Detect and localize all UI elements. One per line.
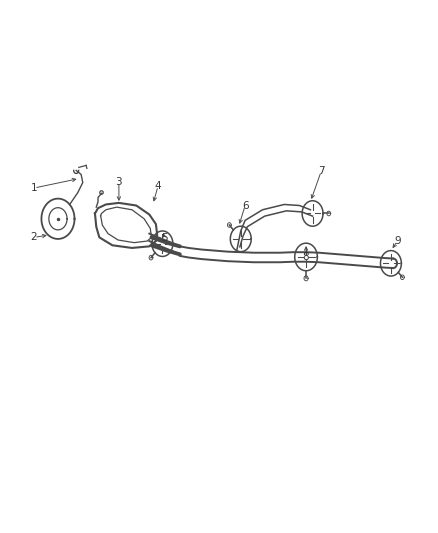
Text: 9: 9: [394, 236, 401, 246]
Text: 7: 7: [318, 166, 325, 176]
Text: 4: 4: [155, 181, 161, 191]
Text: 8: 8: [303, 252, 309, 262]
Text: 1: 1: [31, 183, 37, 193]
Text: 5: 5: [161, 233, 168, 244]
Text: 6: 6: [242, 200, 248, 211]
Text: 3: 3: [116, 176, 122, 187]
Text: 2: 2: [31, 232, 37, 243]
